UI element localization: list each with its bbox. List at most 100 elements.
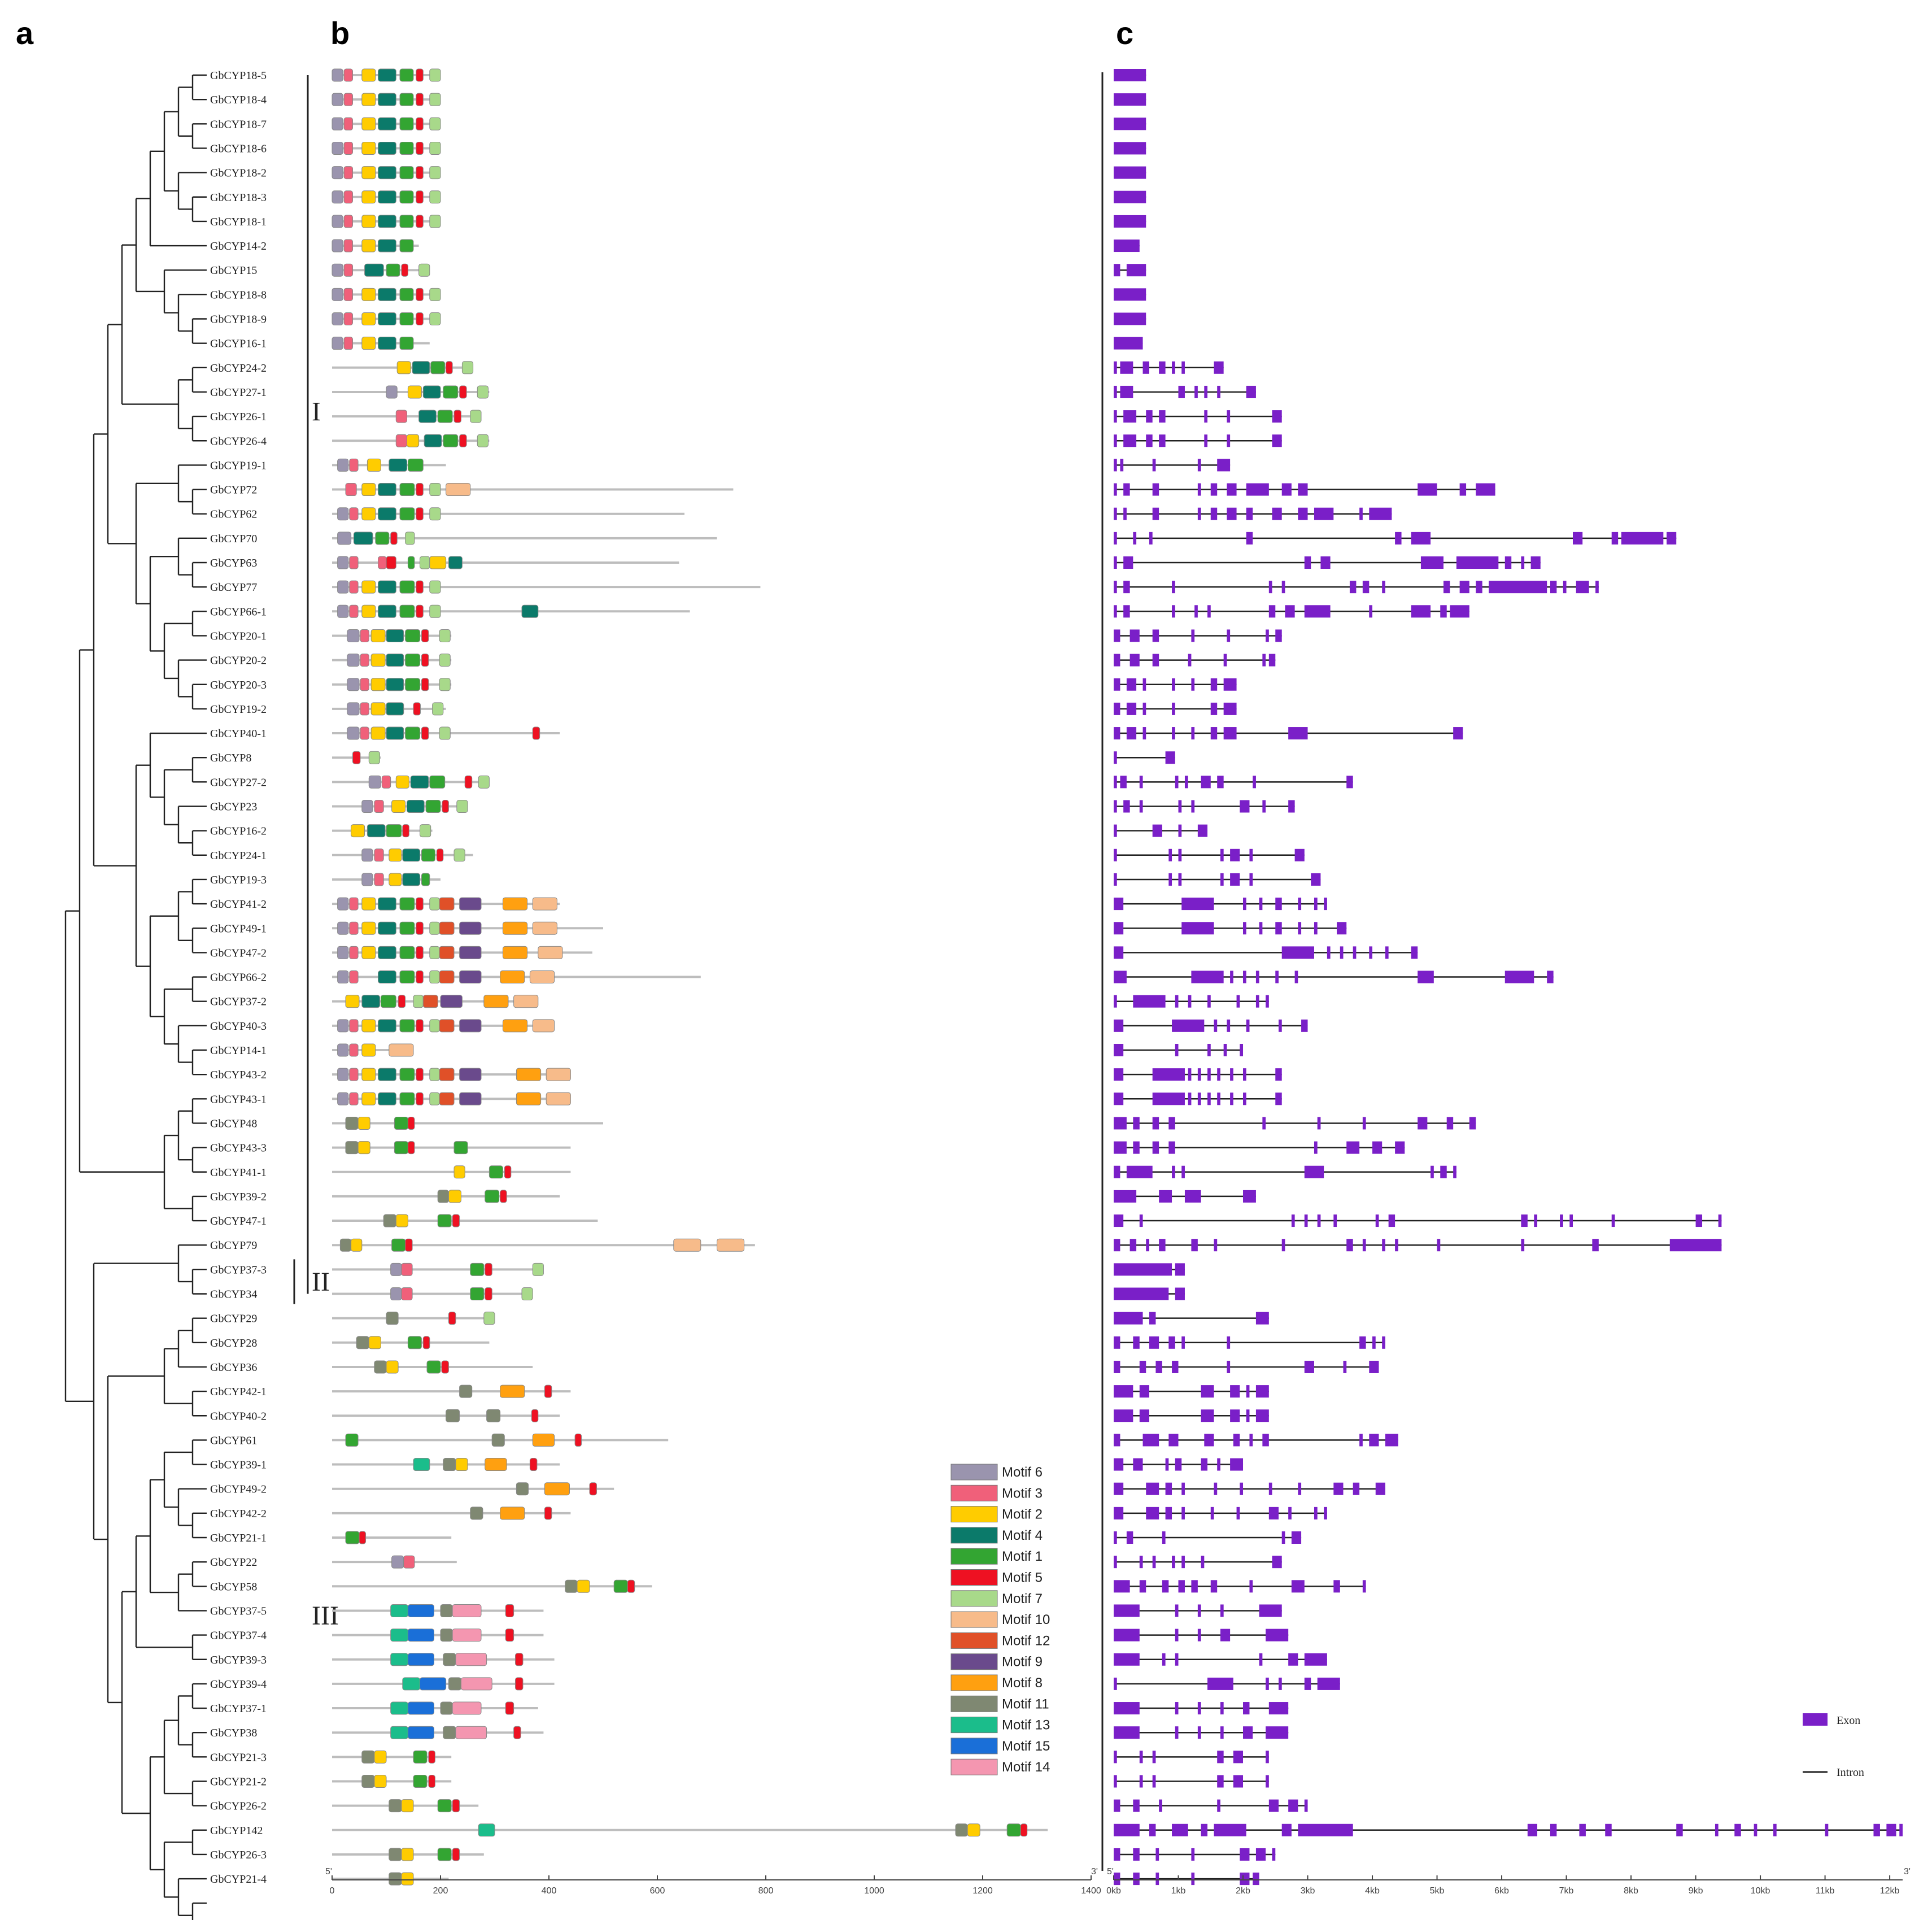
motif-box-m11 — [389, 1848, 402, 1861]
motif-box-m1 — [489, 1165, 503, 1179]
exon-box — [1114, 605, 1117, 618]
exon-box — [1172, 1823, 1188, 1836]
motif-box-m10 — [513, 995, 539, 1008]
motif-box-m3 — [349, 946, 359, 959]
motif-box-m1 — [613, 1579, 628, 1593]
exon-box — [1611, 532, 1619, 545]
motif-box-m4 — [378, 580, 396, 594]
motif-box-m3 — [349, 507, 359, 521]
gene-name: GbCYP42-2 — [210, 1508, 267, 1520]
exon-box — [1201, 1823, 1208, 1836]
exon-box — [1114, 654, 1120, 667]
axis-start-label: 5' — [1107, 1867, 1114, 1877]
exon-box — [1592, 1239, 1599, 1252]
exon-box — [1268, 1702, 1289, 1715]
motif-box-m5 — [416, 970, 424, 984]
motif-box-m12 — [439, 1019, 455, 1033]
exon-box — [1223, 678, 1237, 691]
exon-box — [1420, 556, 1443, 569]
exon-box — [1547, 970, 1554, 983]
motif-box-m2 — [389, 873, 402, 886]
motif-box-m6 — [337, 921, 349, 935]
exon-box — [1114, 1823, 1140, 1836]
motif-box-m2 — [453, 1165, 465, 1179]
exon-box — [1133, 1458, 1143, 1471]
exon-box — [1142, 702, 1146, 715]
motif-box-m4 — [378, 507, 396, 521]
motif-box-m2 — [361, 239, 376, 252]
motif-box-m15 — [407, 1604, 434, 1617]
motif-box-m3 — [401, 1287, 413, 1300]
exon-box — [1172, 581, 1175, 594]
axis-tick-label: 1400 — [1081, 1886, 1101, 1896]
motif-box-m3 — [374, 800, 384, 813]
gene-name: GbCYP37-4 — [210, 1630, 267, 1642]
exon-box — [1114, 1580, 1130, 1593]
motif-box-m13 — [390, 1653, 408, 1666]
exon-box — [1255, 970, 1259, 983]
gene-name: GbCYP16-2 — [210, 825, 267, 838]
axis-tick-label: 9kb — [1689, 1886, 1703, 1896]
exon-box — [1123, 410, 1137, 423]
legend-label: Motif 8 — [1002, 1675, 1043, 1691]
motif-box-m4 — [378, 337, 396, 350]
exon-box — [1168, 1141, 1175, 1154]
motif-box-m4 — [386, 726, 404, 740]
exon-box — [1114, 264, 1120, 277]
motif-box-m8 — [502, 1019, 528, 1033]
motif-box-m7 — [521, 1287, 533, 1300]
exon-box — [1605, 1823, 1612, 1836]
motif-box-m1 — [443, 385, 459, 399]
exon-box — [1175, 1653, 1179, 1666]
motif-box-m6 — [337, 604, 349, 618]
exon-box — [1181, 898, 1214, 911]
motif-box-m11 — [361, 1775, 375, 1788]
motif-box-m5 — [416, 1092, 424, 1105]
exon-box — [1197, 824, 1208, 837]
motif-panel — [332, 68, 1048, 1886]
exon-box — [1304, 556, 1311, 569]
exon-box — [1288, 1653, 1298, 1666]
motif-box-m2 — [370, 678, 386, 691]
motif-box-m6 — [391, 1555, 404, 1569]
motif-box-m12 — [439, 946, 455, 959]
motif-box-m4 — [386, 702, 404, 716]
motif-box-m1 — [437, 410, 453, 423]
motif-box-m11 — [565, 1579, 578, 1593]
axis-tick-label: 800 — [758, 1886, 774, 1896]
exon-box — [1240, 1848, 1250, 1861]
gene-structure-panel — [1101, 69, 1903, 1886]
gene-name: GbCYP36 — [210, 1361, 257, 1374]
exon-box — [1133, 1336, 1140, 1349]
legend-swatch-m10 — [950, 1611, 998, 1628]
motif-box-m7 — [456, 800, 468, 813]
exon-box — [1114, 190, 1146, 203]
exon-box — [1162, 1580, 1169, 1593]
exon-box — [1149, 1336, 1159, 1349]
motif-box-m13 — [413, 1458, 430, 1471]
motif-axis: 0 200 400 600 800 1000 1200 1400 5' 3' — [325, 1867, 1101, 1896]
motif-box-m6 — [337, 1019, 349, 1033]
motif-box-m3 — [349, 556, 359, 569]
motif-box-m13 — [390, 1726, 408, 1739]
exon-box — [1217, 1751, 1224, 1764]
gene-name: GbCYP22 — [210, 1556, 257, 1569]
exon-box — [1201, 1458, 1208, 1471]
exon-box — [1123, 605, 1130, 618]
exon-box — [1114, 800, 1117, 813]
exon-box — [1411, 532, 1431, 545]
exon-box — [1159, 1190, 1172, 1203]
axis-tick-label: 3kb — [1301, 1886, 1315, 1896]
exon-box — [1133, 1848, 1140, 1861]
motif-box-m11 — [459, 1385, 473, 1398]
exon-box — [1181, 361, 1185, 374]
exon-box — [1272, 1556, 1282, 1569]
motif-box-m14 — [452, 1701, 482, 1715]
motif-box-m2 — [374, 1750, 387, 1764]
exon-box — [1288, 727, 1308, 740]
exon-box — [1395, 1141, 1405, 1154]
motif-box-m1 — [399, 190, 414, 204]
motif-box-m8 — [485, 1458, 507, 1471]
motif-box-m9 — [459, 1019, 482, 1033]
gene-name: GbCYP8 — [210, 752, 251, 764]
